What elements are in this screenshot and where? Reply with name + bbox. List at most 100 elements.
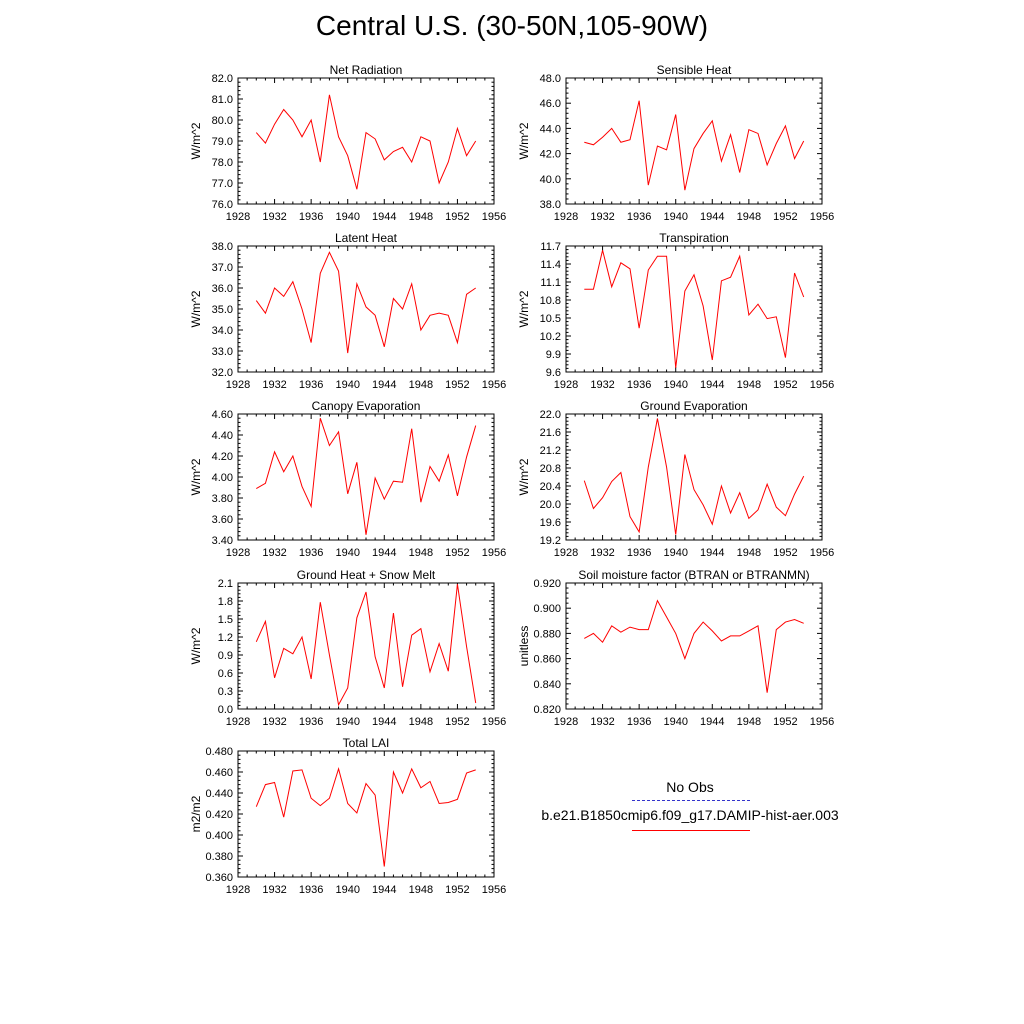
y-tick-label: 0.360 xyxy=(205,872,233,884)
x-tick-label: 1940 xyxy=(663,379,687,391)
ground-evaporation-chart: Ground Evaporation W/m^2 1928 1932 1936 1940 1… xyxy=(517,399,834,559)
y-axis-label: W/m^2 xyxy=(517,458,531,495)
y-tick-label: 44.0 xyxy=(540,123,561,135)
y-tick-label: 2.1 xyxy=(218,578,233,590)
y-tick-label: 11.7 xyxy=(540,241,561,253)
x-tick-label: 1952 xyxy=(445,716,469,728)
ground-heat-snow-melt-chart: Ground Heat + Snow Melt W/m^2 1928 1932 1936… xyxy=(189,568,506,728)
x-tick-label: 1952 xyxy=(773,716,797,728)
y-axis-label: W/m^2 xyxy=(517,290,531,327)
y-axis-label: W/m^2 xyxy=(189,458,203,495)
plot-frame xyxy=(237,750,495,878)
x-tick-label: 1940 xyxy=(663,716,687,728)
y-tick-label: 9.9 xyxy=(546,349,561,361)
x-tick-label: 1936 xyxy=(627,379,651,391)
x-tick-label: 1928 xyxy=(226,884,250,896)
y-tick-label: 3.40 xyxy=(212,535,233,547)
x-tick-label: 1948 xyxy=(409,547,433,559)
x-tick-label: 1932 xyxy=(590,547,614,559)
y-tick-label: 0.460 xyxy=(205,767,233,779)
x-tick-label: 1952 xyxy=(445,211,469,223)
y-tick-label: 20.8 xyxy=(540,463,561,475)
y-tick-label: 19.2 xyxy=(540,535,561,547)
chart-title: Sensible Heat xyxy=(657,63,732,77)
series-line xyxy=(584,100,805,191)
chart-title: Total LAI xyxy=(343,736,390,750)
y-tick-label: 34.0 xyxy=(212,325,233,337)
soil-moisture-factor-chart: Soil moisture factor (BTRAN or BTRANMN) u… xyxy=(517,568,834,728)
y-tick-label: 1.5 xyxy=(218,614,233,626)
x-tick-label: 1956 xyxy=(482,379,506,391)
y-tick-label: 37.0 xyxy=(212,262,233,274)
x-tick-label: 1956 xyxy=(810,716,834,728)
x-tick-label: 1932 xyxy=(262,547,286,559)
x-tick-label: 1928 xyxy=(554,379,578,391)
x-tick-label: 1928 xyxy=(226,379,250,391)
y-tick-label: 82.0 xyxy=(212,73,233,85)
canopy-evaporation-chart: Canopy Evaporation W/m^2 1928 1932 1936 1940 1… xyxy=(189,399,506,559)
x-tick-label: 1944 xyxy=(372,716,396,728)
x-tick-label: 1928 xyxy=(226,716,250,728)
x-tick-label: 1932 xyxy=(590,716,614,728)
sensible-heat-chart: Sensible Heat W/m^2 1928 1932 1936 1940 1944 19… xyxy=(517,63,834,223)
x-tick-label: 1948 xyxy=(409,884,433,896)
x-tick-label: 1936 xyxy=(299,211,323,223)
legend-model-label: b.e21.B1850cmip6.f09_g17.DAMIP-hist-aer.… xyxy=(541,807,839,823)
x-tick-label: 1956 xyxy=(482,547,506,559)
y-tick-label: 81.0 xyxy=(212,94,233,106)
x-tick-label: 1952 xyxy=(773,211,797,223)
y-tick-label: 1.2 xyxy=(218,632,233,644)
series-line xyxy=(255,584,477,707)
x-tick-label: 1928 xyxy=(554,716,578,728)
x-tick-label: 1928 xyxy=(554,547,578,559)
y-tick-label: 0.380 xyxy=(205,851,233,863)
x-tick-label: 1956 xyxy=(810,547,834,559)
x-tick-label: 1948 xyxy=(737,716,761,728)
y-tick-label: 0.0 xyxy=(218,704,233,716)
x-tick-label: 1948 xyxy=(737,211,761,223)
x-tick-label: 1928 xyxy=(554,211,578,223)
y-tick-label: 38.0 xyxy=(212,241,233,253)
x-tick-label: 1948 xyxy=(737,379,761,391)
x-tick-label: 1944 xyxy=(700,379,724,391)
chart-title: Ground Heat + Snow Melt xyxy=(297,568,436,582)
x-tick-label: 1932 xyxy=(262,211,286,223)
x-tick-label: 1940 xyxy=(663,547,687,559)
net-radiation-chart: Net Radiation W/m^2 1928 1932 1936 1940 1944 19… xyxy=(189,63,506,223)
x-tick-label: 1936 xyxy=(627,547,651,559)
y-tick-label: 76.0 xyxy=(212,199,233,211)
x-tick-label: 1948 xyxy=(409,211,433,223)
y-tick-label: 21.6 xyxy=(540,427,561,439)
panel-ground-heat-snow-melt: Ground Heat + Snow Melt W/m^2 1928 1932 1936… xyxy=(189,568,506,728)
x-tick-label: 1940 xyxy=(663,211,687,223)
series-line xyxy=(255,94,477,190)
x-tick-label: 1940 xyxy=(335,211,359,223)
plot-frame xyxy=(237,245,495,373)
y-axis-label: W/m^2 xyxy=(189,627,203,664)
y-tick-label: 11.4 xyxy=(540,259,561,271)
panel-latent-heat: Latent Heat W/m^2 1928 1932 1936 1940 1944 1948… xyxy=(189,231,506,391)
panel-total-lai: Total LAI m2/m2 1928 1932 1936 1940 1944 1948 19… xyxy=(189,736,506,896)
page-title: Central U.S. (30-50N,105-90W) xyxy=(315,10,709,41)
y-axis-label: W/m^2 xyxy=(189,290,203,327)
y-tick-label: 38.0 xyxy=(540,199,561,211)
chart-title: Ground Evaporation xyxy=(640,399,747,413)
y-tick-label: 3.60 xyxy=(212,514,233,526)
x-tick-label: 1928 xyxy=(226,211,250,223)
x-tick-label: 1932 xyxy=(262,379,286,391)
y-tick-label: 20.4 xyxy=(540,481,561,493)
y-tick-label: 77.0 xyxy=(212,178,233,190)
x-tick-label: 1936 xyxy=(627,716,651,728)
x-tick-label: 1932 xyxy=(590,211,614,223)
x-tick-label: 1944 xyxy=(372,379,396,391)
y-tick-label: 36.0 xyxy=(212,283,233,295)
x-tick-label: 1956 xyxy=(482,884,506,896)
x-tick-label: 1928 xyxy=(226,547,250,559)
series-line xyxy=(584,250,805,368)
plot-frame xyxy=(565,77,823,205)
y-tick-label: 4.40 xyxy=(212,430,233,442)
y-tick-label: 48.0 xyxy=(540,73,561,85)
total-lai-chart: Total LAI m2/m2 1928 1932 1936 1940 1944 1948 19… xyxy=(189,736,506,896)
x-tick-label: 1952 xyxy=(773,547,797,559)
x-tick-label: 1948 xyxy=(409,379,433,391)
